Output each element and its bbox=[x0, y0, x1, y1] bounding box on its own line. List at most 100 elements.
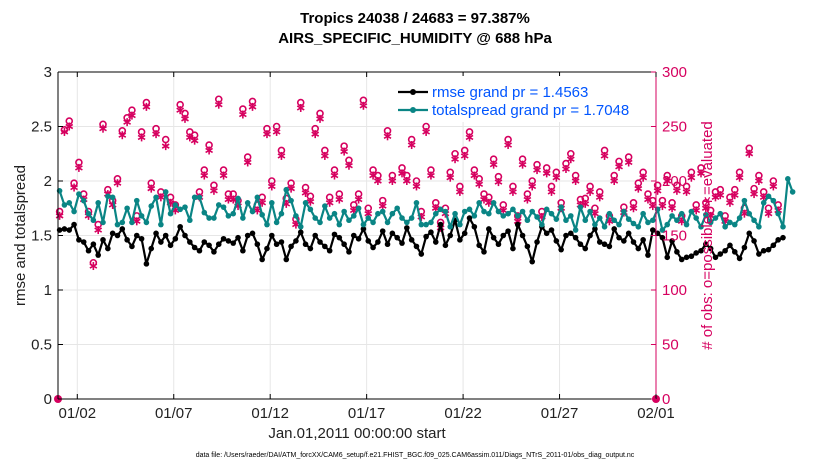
rmse-series-point bbox=[621, 238, 627, 244]
rmse-series-point bbox=[432, 239, 439, 245]
obs-evaluated-marker bbox=[152, 130, 160, 139]
totalspread-series-point bbox=[428, 219, 434, 226]
totalspread-series-point bbox=[307, 206, 314, 213]
obs-evaluated-marker bbox=[716, 191, 725, 200]
totalspread-series-point bbox=[225, 213, 232, 219]
totalspread-series-point bbox=[510, 206, 516, 213]
rmse-series-point bbox=[461, 230, 468, 237]
obs-evaluated-marker bbox=[142, 102, 151, 111]
y-tick-label: 0.5 bbox=[31, 337, 52, 354]
obs-evaluated-marker bbox=[754, 177, 763, 185]
obs-evaluated-marker bbox=[668, 204, 676, 213]
asterisk-stroke bbox=[489, 161, 498, 168]
rmse-series-point bbox=[215, 241, 222, 248]
asterisk-stroke bbox=[648, 203, 657, 209]
totalspread-series-point bbox=[278, 210, 285, 217]
obs-evaluated-marker bbox=[205, 146, 214, 155]
rmse-series-point bbox=[471, 223, 478, 230]
totalspread-series-point bbox=[119, 219, 126, 226]
rmse-series-point bbox=[413, 243, 420, 250]
totalspread-series-point bbox=[389, 210, 396, 217]
totalspread-series-point bbox=[283, 186, 290, 193]
obs-evaluated-marker bbox=[161, 142, 170, 151]
rmse-series-point bbox=[558, 246, 564, 253]
rmse-series-point bbox=[220, 235, 227, 242]
totalspread-series-point bbox=[688, 208, 695, 215]
x-tick-label: 01/12 bbox=[251, 405, 289, 422]
asterisk-stroke bbox=[774, 207, 783, 214]
rmse-series-point bbox=[389, 230, 396, 237]
rmse-series-point bbox=[331, 231, 338, 238]
asterisk-stroke bbox=[412, 183, 421, 190]
asterisk-stroke bbox=[75, 165, 83, 171]
asterisk-stroke bbox=[595, 194, 604, 201]
totalspread-series-point bbox=[133, 197, 140, 204]
rmse-series-point bbox=[466, 215, 473, 221]
asterisk-stroke bbox=[152, 131, 160, 137]
totalspread-series-point bbox=[568, 213, 574, 219]
totalspread-series-point bbox=[447, 223, 454, 230]
asterisk-stroke bbox=[533, 167, 541, 173]
totalspread-series-point bbox=[461, 208, 468, 215]
totalspread-series-point bbox=[346, 217, 352, 224]
asterisk-stroke bbox=[402, 178, 411, 184]
rmse-series-point bbox=[148, 245, 155, 252]
asterisk-stroke bbox=[750, 191, 758, 197]
totalspread-series-point bbox=[722, 223, 728, 230]
rmse-series-point bbox=[143, 261, 150, 267]
rmse-series-point bbox=[187, 239, 193, 245]
asterisk-stroke bbox=[238, 111, 247, 118]
rmse-series-point bbox=[760, 247, 767, 254]
totalspread-series-point bbox=[703, 211, 709, 218]
totalspread-series-point bbox=[587, 208, 593, 215]
obs-evaluated-marker bbox=[547, 187, 556, 196]
obs-evaluated-marker bbox=[210, 186, 218, 195]
rmse-series-point bbox=[288, 243, 294, 250]
totalspread-series-point bbox=[442, 208, 449, 215]
totalspread-series-point bbox=[625, 216, 632, 222]
obs-evaluated-marker bbox=[735, 173, 744, 182]
totalspread-series-point bbox=[577, 204, 584, 210]
asterisk-stroke bbox=[562, 166, 570, 172]
totalspread-series-point bbox=[85, 210, 92, 217]
legend-marker bbox=[410, 107, 416, 113]
totalspread-series-point bbox=[336, 221, 343, 228]
rmse-series-point bbox=[76, 237, 82, 243]
totalspread-series-point bbox=[524, 217, 531, 224]
totalspread-series-point bbox=[162, 189, 169, 195]
totalspread-series-point bbox=[495, 208, 502, 215]
asterisk-stroke bbox=[624, 159, 633, 166]
asterisk-stroke bbox=[523, 196, 532, 203]
rmse-series-point bbox=[712, 254, 719, 261]
totalspread-series-point bbox=[645, 219, 651, 226]
obs-evaluated-marker bbox=[475, 180, 484, 189]
rmse-series-point bbox=[442, 242, 449, 249]
obs-evaluated-marker bbox=[354, 195, 363, 204]
totalspread-series-point bbox=[394, 205, 400, 212]
obs-evaluated-marker bbox=[374, 177, 382, 185]
rmse-series-point bbox=[524, 243, 531, 250]
rmse-series-point bbox=[119, 226, 126, 232]
totalspread-series-point bbox=[360, 221, 367, 228]
rmse-series-point bbox=[61, 226, 68, 232]
asterisk-stroke bbox=[210, 188, 218, 194]
obs-evaluated-marker bbox=[99, 124, 107, 133]
rmse-series-point bbox=[293, 238, 299, 244]
asterisk-stroke bbox=[55, 213, 64, 219]
obs-evaluated-marker bbox=[60, 127, 69, 136]
totalspread-series-point bbox=[350, 213, 357, 219]
totalspread-series-point bbox=[751, 217, 757, 224]
totalspread-series-point bbox=[630, 220, 637, 227]
asterisk-stroke bbox=[345, 163, 353, 169]
totalspread-series-point bbox=[616, 221, 622, 228]
totalspread-series-point bbox=[167, 210, 174, 217]
totalspread-series-point bbox=[418, 221, 425, 228]
totalspread-series-point bbox=[775, 210, 781, 217]
totalspread-series-point bbox=[341, 208, 347, 215]
rmse-series-point bbox=[71, 221, 77, 228]
rmse-series-point bbox=[645, 252, 651, 258]
totalspread-series-point bbox=[548, 210, 555, 217]
rmse-series-point bbox=[350, 232, 357, 239]
totalspread-series-point bbox=[664, 221, 671, 228]
totalspread-series-point bbox=[746, 210, 753, 217]
